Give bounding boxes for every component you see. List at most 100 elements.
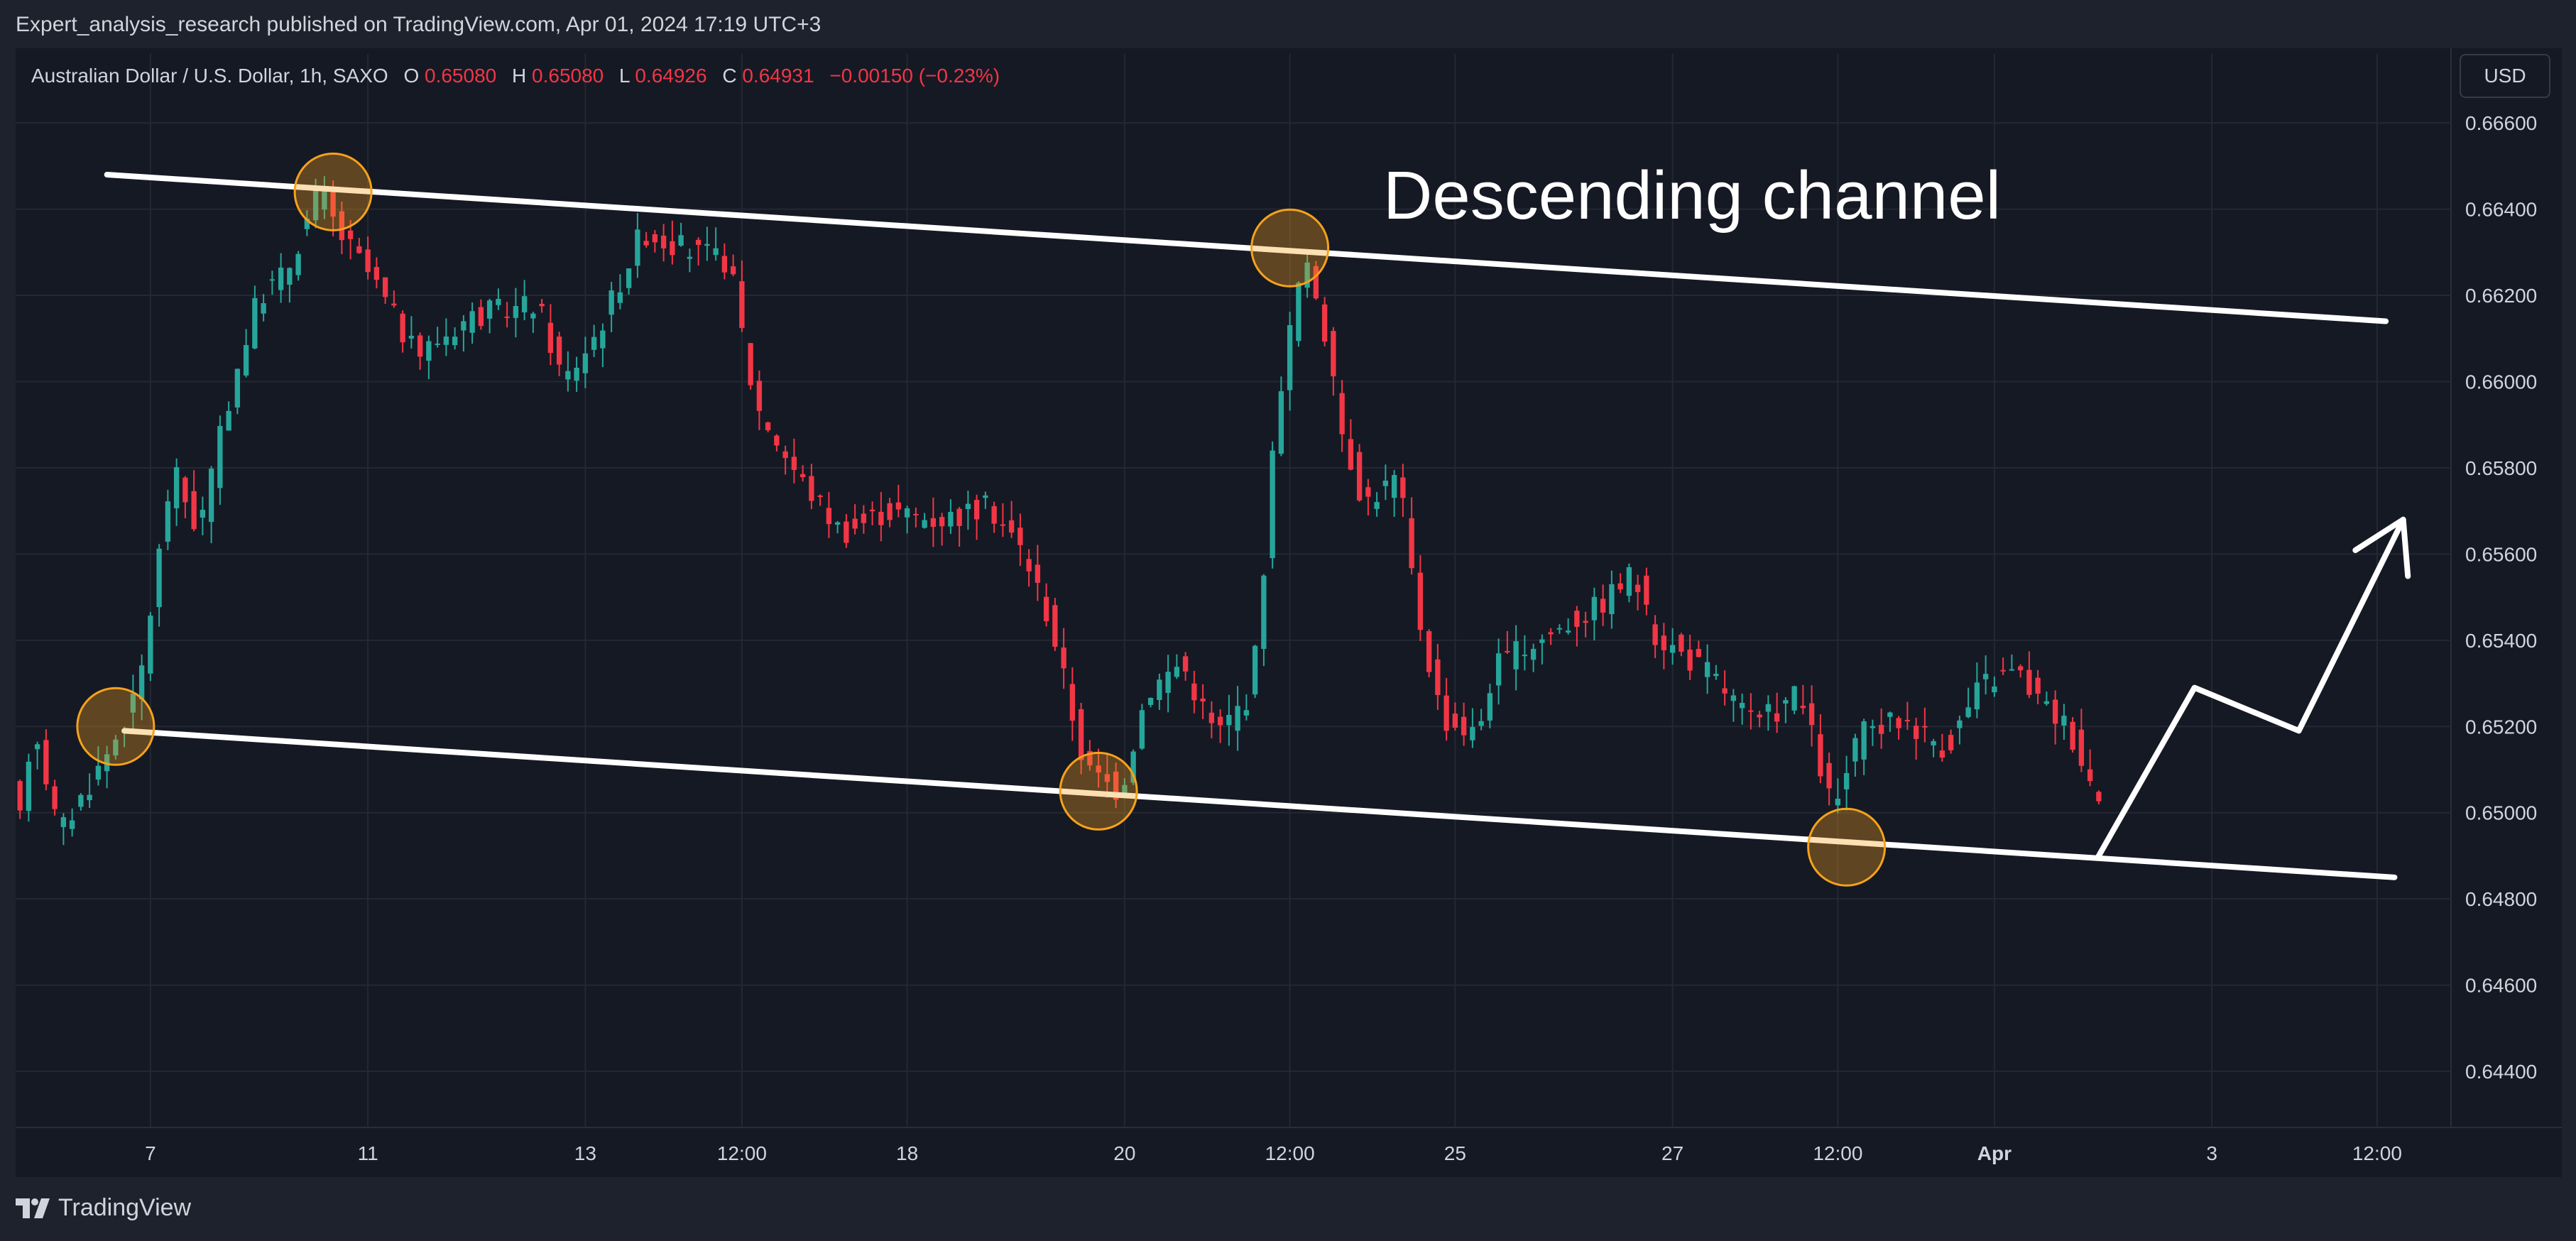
candle-body	[591, 337, 597, 350]
candle-body	[60, 817, 67, 827]
candle-body	[269, 279, 275, 281]
candle-body	[1661, 635, 1667, 650]
footer-bar: TradingView	[0, 1179, 2576, 1241]
candle-body	[182, 477, 188, 503]
candle-body	[382, 277, 388, 297]
y-tick-label: 0.66000	[2465, 371, 2537, 393]
x-tick-label: 18	[896, 1142, 918, 1164]
currency-button[interactable]: USD	[2460, 54, 2550, 98]
candle-body	[1417, 572, 1424, 630]
candle-body	[1304, 262, 1310, 288]
high-value: 0.65080	[532, 65, 604, 87]
candle-body	[1374, 502, 1380, 509]
candle-body	[1487, 693, 1493, 721]
candle-body	[504, 316, 510, 318]
annotation-title: Descending channel	[1383, 158, 2001, 234]
candle-body	[748, 343, 753, 386]
candle-body	[417, 335, 423, 357]
low-value: 0.64926	[635, 65, 706, 87]
price-axis[interactable]: 0.66600 0.66400 0.66200 0.66000 0.65800 0.656…	[2465, 112, 2537, 1083]
touch-markers	[76, 152, 1887, 887]
candle-body	[217, 426, 223, 488]
candle-body	[1757, 714, 1762, 718]
chart-svg[interactable]: Descending channel Australian Dollar / U…	[16, 48, 2562, 1177]
candle-body	[556, 337, 562, 365]
candle-body	[426, 341, 432, 361]
candle-body	[1800, 706, 1806, 709]
candle-body	[1287, 324, 1293, 390]
projection-path	[2095, 516, 2406, 859]
y-tick-label: 0.65400	[2465, 630, 2537, 652]
candle-body	[652, 234, 658, 243]
symbol-name: Australian Dollar / U.S. Dollar, 1h, SAX…	[31, 65, 388, 87]
candle-body	[435, 343, 440, 345]
candle-body	[695, 239, 702, 246]
publisher-text: Expert_analysis_research published on Tr…	[16, 13, 822, 36]
candle-body	[904, 508, 910, 518]
x-tick-label: 12:00	[1813, 1142, 1862, 1164]
candle-body	[356, 246, 362, 253]
candle-body	[2078, 729, 2085, 766]
candle-body	[34, 744, 40, 750]
chart-area[interactable]: Descending channel Australian Dollar / U…	[16, 48, 2562, 1177]
candle-body	[1965, 707, 1971, 718]
candle-body	[200, 510, 206, 518]
candles	[17, 176, 2102, 846]
candle-body	[295, 253, 301, 275]
candle-body	[1226, 714, 1232, 726]
candle-body	[635, 229, 640, 266]
candle-body	[1574, 611, 1580, 627]
x-tick-label: Apr	[1977, 1142, 2012, 1164]
candle-body	[1087, 750, 1093, 766]
candle-body	[1696, 649, 1702, 657]
candle-body	[965, 503, 971, 510]
candle-body	[208, 469, 214, 523]
candle-body	[1174, 667, 1180, 677]
candle-body	[1400, 477, 1406, 498]
candle-body	[1409, 518, 1414, 569]
candle-body	[304, 218, 310, 229]
candle-body	[782, 451, 788, 459]
candle-body	[478, 307, 484, 327]
x-tick-label: 7	[145, 1142, 156, 1164]
candle-body	[104, 754, 110, 772]
candle-body	[660, 235, 667, 248]
candle-body	[1000, 524, 1006, 526]
candle-body	[1791, 686, 1797, 711]
candle-body	[1182, 656, 1189, 672]
low-label: L	[619, 65, 630, 87]
candle-body	[1739, 702, 1745, 709]
candle-body	[1913, 726, 1919, 739]
candle-body	[1461, 716, 1467, 736]
candle-body	[1069, 684, 1076, 721]
candle-body	[1296, 283, 1301, 341]
candle-body	[1539, 639, 1545, 643]
y-tick-label: 0.65800	[2465, 457, 2537, 479]
candle-body	[1591, 596, 1598, 620]
candle-body	[1043, 596, 1049, 621]
candle-body	[948, 511, 954, 527]
candle-body	[739, 281, 745, 328]
symbol-legend: Australian Dollar / U.S. Dollar, 1h, SAX…	[31, 65, 1000, 87]
candle-body	[991, 505, 997, 524]
candle-body	[1191, 683, 1197, 701]
candle-body	[1939, 750, 1945, 758]
candle-body	[1818, 734, 1823, 777]
candle-body	[1426, 630, 1432, 672]
candle-body	[791, 457, 797, 470]
time-axis[interactable]: 7 11 13 12:00 18 20 12:00 25 27 12:00 Apr 3 12:00	[145, 1142, 2402, 1164]
candle-body	[973, 500, 980, 520]
candle-body	[173, 467, 180, 508]
candle-body	[1339, 393, 1345, 434]
tradingview-logo-icon	[16, 1198, 50, 1218]
candle-body	[278, 267, 284, 290]
tradingview-brand[interactable]: TradingView	[16, 1194, 191, 1222]
candle-body	[1565, 630, 1571, 633]
candle-body	[1669, 645, 1676, 653]
candle-body	[1165, 672, 1171, 693]
candle-body	[1687, 649, 1693, 671]
candle-body	[1052, 605, 1058, 647]
candle-body	[878, 511, 884, 525]
candle-body	[678, 235, 684, 246]
candle-body	[1835, 798, 1841, 806]
